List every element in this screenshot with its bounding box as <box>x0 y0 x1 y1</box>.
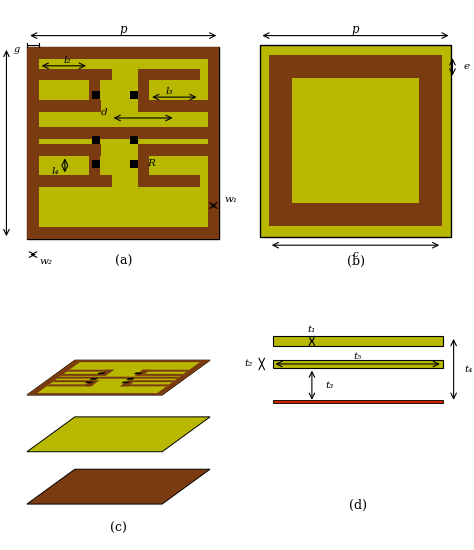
Polygon shape <box>98 370 114 376</box>
Bar <box>208 47 219 239</box>
Bar <box>39 144 101 156</box>
Bar <box>273 336 443 346</box>
Text: w₂: w₂ <box>39 257 53 266</box>
Text: d: d <box>101 108 108 117</box>
Text: c: c <box>353 250 358 259</box>
Bar <box>138 175 201 187</box>
Polygon shape <box>126 378 135 379</box>
Polygon shape <box>120 384 169 386</box>
Polygon shape <box>140 370 189 372</box>
Polygon shape <box>133 380 175 382</box>
Bar <box>419 56 442 227</box>
Bar <box>39 175 112 187</box>
Text: t₄: t₄ <box>465 365 473 374</box>
Polygon shape <box>155 360 210 395</box>
Text: t₂: t₂ <box>245 360 253 368</box>
Bar <box>149 100 208 112</box>
Polygon shape <box>135 370 151 376</box>
Bar <box>92 136 100 144</box>
Polygon shape <box>134 372 142 374</box>
Text: p: p <box>119 23 127 36</box>
Polygon shape <box>67 370 114 372</box>
Text: R: R <box>147 160 155 168</box>
Polygon shape <box>97 372 106 374</box>
Bar <box>269 56 442 78</box>
Bar <box>92 91 100 99</box>
Text: t₁: t₁ <box>308 325 316 334</box>
Polygon shape <box>57 377 180 378</box>
Polygon shape <box>27 417 210 452</box>
Polygon shape <box>72 360 210 362</box>
Bar <box>27 47 39 239</box>
Bar <box>138 69 201 80</box>
Bar <box>138 69 149 112</box>
Bar <box>149 144 208 156</box>
Bar <box>27 228 219 239</box>
Polygon shape <box>121 382 130 383</box>
Bar <box>27 47 219 58</box>
Text: (a): (a) <box>115 255 132 268</box>
Polygon shape <box>83 380 100 386</box>
Bar <box>273 360 443 368</box>
Bar <box>92 160 100 168</box>
Bar <box>130 136 138 144</box>
Text: t₃: t₃ <box>325 381 334 390</box>
Text: w₁: w₁ <box>224 195 237 204</box>
Bar <box>269 204 442 227</box>
Bar <box>39 128 208 139</box>
Text: t₅: t₅ <box>354 352 362 361</box>
Text: (d): (d) <box>349 499 367 512</box>
Bar <box>273 400 443 403</box>
Bar <box>130 160 138 168</box>
Polygon shape <box>27 393 165 395</box>
Polygon shape <box>120 380 136 386</box>
Bar <box>39 100 101 112</box>
Text: g: g <box>14 45 20 54</box>
Polygon shape <box>27 360 82 395</box>
Bar <box>138 144 149 187</box>
Polygon shape <box>84 382 93 383</box>
Bar <box>130 91 138 99</box>
Bar <box>39 69 112 80</box>
Polygon shape <box>90 378 98 379</box>
Text: l₄: l₄ <box>52 167 59 175</box>
Polygon shape <box>46 384 94 386</box>
Polygon shape <box>61 374 101 376</box>
Polygon shape <box>52 380 93 382</box>
Text: (b): (b) <box>346 255 365 268</box>
Text: e: e <box>464 62 470 72</box>
Polygon shape <box>27 360 210 395</box>
Text: l₃: l₃ <box>165 87 173 96</box>
Polygon shape <box>142 374 183 376</box>
Text: p: p <box>352 23 359 36</box>
Bar <box>89 144 100 187</box>
Text: (c): (c) <box>110 521 127 535</box>
Text: l₂: l₂ <box>63 56 71 65</box>
Polygon shape <box>27 469 210 504</box>
Bar <box>269 56 292 227</box>
Bar <box>89 69 100 112</box>
